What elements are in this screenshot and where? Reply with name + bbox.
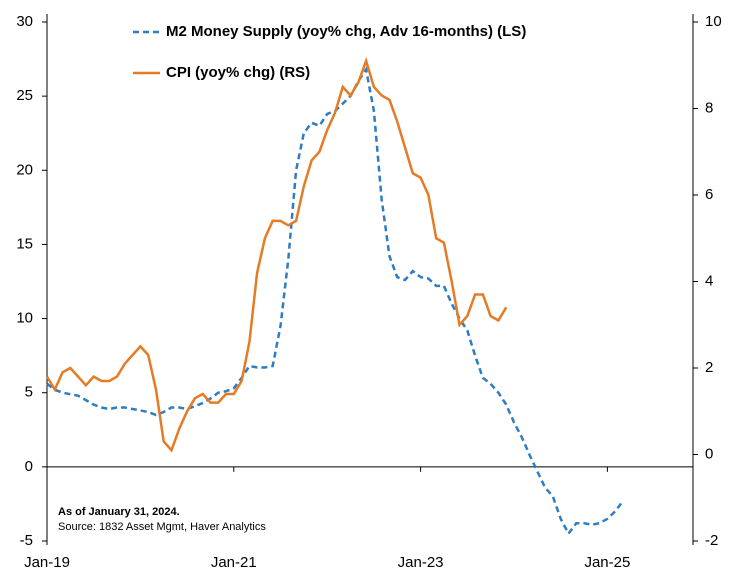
series-line — [46, 66, 624, 536]
y2-tick-label: 10 — [705, 13, 722, 30]
note: Source: 1832 Asset Mgmt, Haver Analytics — [58, 521, 266, 533]
y-tick-label: 5 — [25, 384, 33, 401]
y-tick-label: 20 — [16, 161, 33, 178]
y2-tick-label: 4 — [705, 272, 713, 289]
y-tick-label: -5 — [20, 532, 33, 549]
x-tick-label: Jan-21 — [211, 554, 257, 571]
y-tick-label: 25 — [16, 87, 33, 104]
y2-tick-label: 0 — [705, 445, 713, 462]
y-tick-label: 10 — [16, 310, 33, 327]
y-tick-label: 15 — [16, 235, 33, 252]
legend-label: CPI (yoy% chg) (RS) — [166, 64, 310, 81]
y-tick-label: 30 — [16, 13, 33, 30]
y2-tick-label: 8 — [705, 99, 713, 116]
x-tick-label: Jan-19 — [24, 554, 70, 571]
series-line — [45, 56, 508, 453]
x-tick-label: Jan-23 — [398, 554, 444, 571]
x-tick-label: Jan-25 — [584, 554, 630, 571]
y2-tick-label: -2 — [705, 532, 718, 549]
y-tick-label: 0 — [25, 458, 33, 475]
note: As of January 31, 2024. — [58, 506, 180, 518]
y2-tick-label: 2 — [705, 359, 713, 376]
y2-tick-label: 6 — [705, 186, 713, 203]
legend-label: M2 Money Supply (yoy% chg, Adv 16-months… — [166, 23, 526, 40]
